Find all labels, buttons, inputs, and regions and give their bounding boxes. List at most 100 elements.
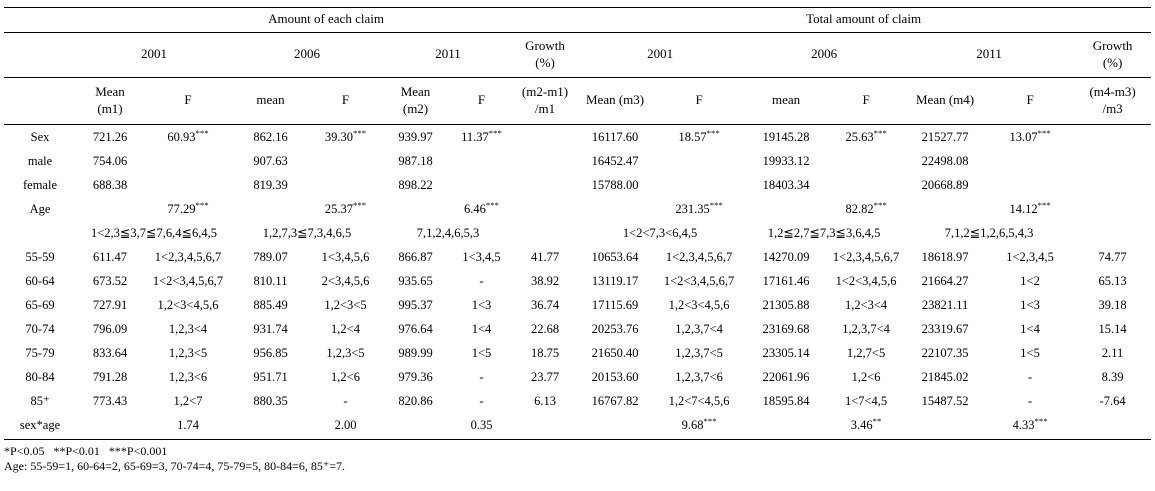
data-cell: 20253.76 [591, 321, 639, 336]
data-cell: 22061.96 [762, 369, 810, 384]
row-label: 70-74 [25, 321, 55, 336]
significance-stars: *** [488, 127, 502, 138]
data-cell: 11.37*** [461, 127, 502, 144]
row-label: 75-79 [25, 345, 55, 360]
data-cell: 16117.60 [591, 129, 639, 144]
data-cell [576, 197, 654, 221]
footnotes: *P<0.05 **P<0.01 ***P<0.001 Age: 55-59=1… [4, 444, 1151, 475]
data-cell: 1<2,3,4,5 [1006, 249, 1054, 264]
row-label: 60-64 [25, 273, 55, 288]
data-cell: 1,2<7 [173, 393, 203, 408]
data-cell: 866.87 [398, 249, 433, 264]
table-row: 55-59 611.47 1<2,3,4,5,6,7 789.07 1<3,4,5,6 8… [4, 245, 1151, 269]
data-cell: 1,2,3<5 [168, 345, 208, 360]
data-cell [514, 173, 576, 197]
year-header: 2001 [76, 32, 232, 78]
data-cell: 673.52 [92, 273, 128, 288]
year-header: 2006 [744, 32, 905, 78]
data-cell: 1<3 [471, 297, 492, 312]
data-cell [654, 149, 744, 173]
data-cell: 7,1,2,4,6,5,3 [416, 225, 480, 240]
row-label: male [27, 153, 53, 168]
group-header-row: Amount of each claim Total amount of clai… [4, 7, 1152, 33]
data-cell: 39.30*** [324, 127, 367, 144]
data-cell: 10653.64 [591, 249, 639, 264]
data-cell: 1<3,4,5,6 [321, 249, 370, 264]
data-cell: 2<3,4,5,6 [321, 273, 370, 288]
data-cell [1074, 173, 1151, 197]
data-cell [449, 173, 514, 197]
data-cell: 2.00 [309, 412, 382, 440]
significance-note: *P<0.05 **P<0.01 ***P<0.001 [4, 443, 168, 458]
data-cell: 935.65 [398, 273, 433, 288]
data-cell: 1,2<3<4 [844, 297, 888, 312]
data-cell: 1<2<3,4,5,6 [835, 273, 897, 288]
data-cell: 688.38 [92, 177, 128, 192]
data-cell: 1,2<3<4,5,6 [157, 297, 219, 312]
data-cell: 833.64 [92, 345, 128, 360]
data-cell [449, 149, 514, 173]
column-header: Mean (m1) [76, 77, 144, 125]
data-cell: - [343, 393, 348, 408]
year-header-row: 2001 2006 2011 Growth (%) 2001 2006 2011 Growth… [4, 32, 1152, 78]
significance-stars: ** [872, 415, 882, 426]
row-label [4, 221, 76, 245]
data-cell: 22498.08 [921, 153, 969, 168]
column-header: mean [744, 77, 829, 125]
data-cell: - [1027, 393, 1033, 408]
data-cell [744, 197, 828, 221]
table-row: 60-64 673.52 1<2<3,4,5,6,7 810.11 2<3,4,5,6 9… [4, 269, 1151, 293]
data-cell: 1,2<3<5 [324, 297, 367, 312]
significance-stars: *** [1037, 127, 1051, 138]
data-cell: 21305.88 [762, 297, 810, 312]
data-cell: 77.29*** [167, 199, 209, 216]
data-cell [904, 197, 986, 221]
data-cell: 1,2,3<6 [168, 369, 208, 384]
data-cell: 721.26 [92, 129, 128, 144]
data-cell [309, 173, 382, 197]
data-cell: 1,2,3,7<5 [675, 345, 723, 360]
data-cell [904, 412, 987, 440]
significance-stars: *** [703, 415, 717, 426]
data-cell [1074, 412, 1152, 440]
table-row: female 688.38 819.39 898.22 15788.00 18403.34… [4, 173, 1151, 197]
data-cell: 1,2,7,3≦7,3,4,6,5 [262, 225, 352, 240]
row-label: 65-69 [25, 297, 55, 312]
data-cell: 41.77 [530, 249, 560, 264]
data-cell: 1<2 [1020, 273, 1040, 288]
data-cell: 17161.46 [762, 273, 810, 288]
data-cell: 60.93*** [167, 127, 209, 144]
data-cell: 989.99 [398, 345, 433, 360]
data-cell: 1,2<6 [331, 369, 360, 384]
data-cell [828, 149, 904, 173]
table-row: 80-84 791.28 1,2,3<6 951.71 1,2<6 979.36 - 23.7… [4, 365, 1151, 389]
data-cell: 13.07*** [1009, 127, 1051, 144]
data-cell: 796.09 [92, 321, 128, 336]
column-header: F [986, 77, 1075, 125]
data-cell [1074, 124, 1151, 149]
significance-stars: *** [353, 199, 367, 210]
data-cell: 8.39 [1101, 369, 1124, 384]
table-row: male 754.06 907.63 987.18 16452.47 19933.12 22… [4, 149, 1151, 173]
data-cell [76, 412, 144, 440]
data-cell: 19145.28 [762, 129, 810, 144]
data-cell: 1,2,3<5 [326, 345, 365, 360]
data-cell: 38.92 [530, 273, 560, 288]
significance-stars: *** [195, 127, 209, 138]
data-cell [144, 149, 232, 173]
data-cell: 20153.60 [591, 369, 639, 384]
data-cell: 773.43 [92, 393, 128, 408]
data-cell: 880.35 [253, 393, 288, 408]
data-cell: 14.12*** [1009, 199, 1051, 216]
table-row: Age 77.29*** 25.37*** 6.46*** 231.35*** 82.82… [4, 197, 1151, 221]
data-cell: 21650.40 [591, 345, 639, 360]
data-cell [382, 197, 449, 221]
data-cell [1074, 221, 1151, 245]
table-row: 1<2,3≦3,7≦7,6,4≦6,4,5 1,2,7,3≦7,3,4,6,5 7,… [4, 221, 1151, 245]
data-cell: 976.64 [398, 321, 433, 336]
claims-statistics-table: Amount of each claim Total amount of clai… [4, 7, 1152, 440]
data-cell: - [1027, 369, 1033, 384]
group-header: Total amount of claim [576, 7, 1152, 33]
data-cell [514, 197, 576, 221]
